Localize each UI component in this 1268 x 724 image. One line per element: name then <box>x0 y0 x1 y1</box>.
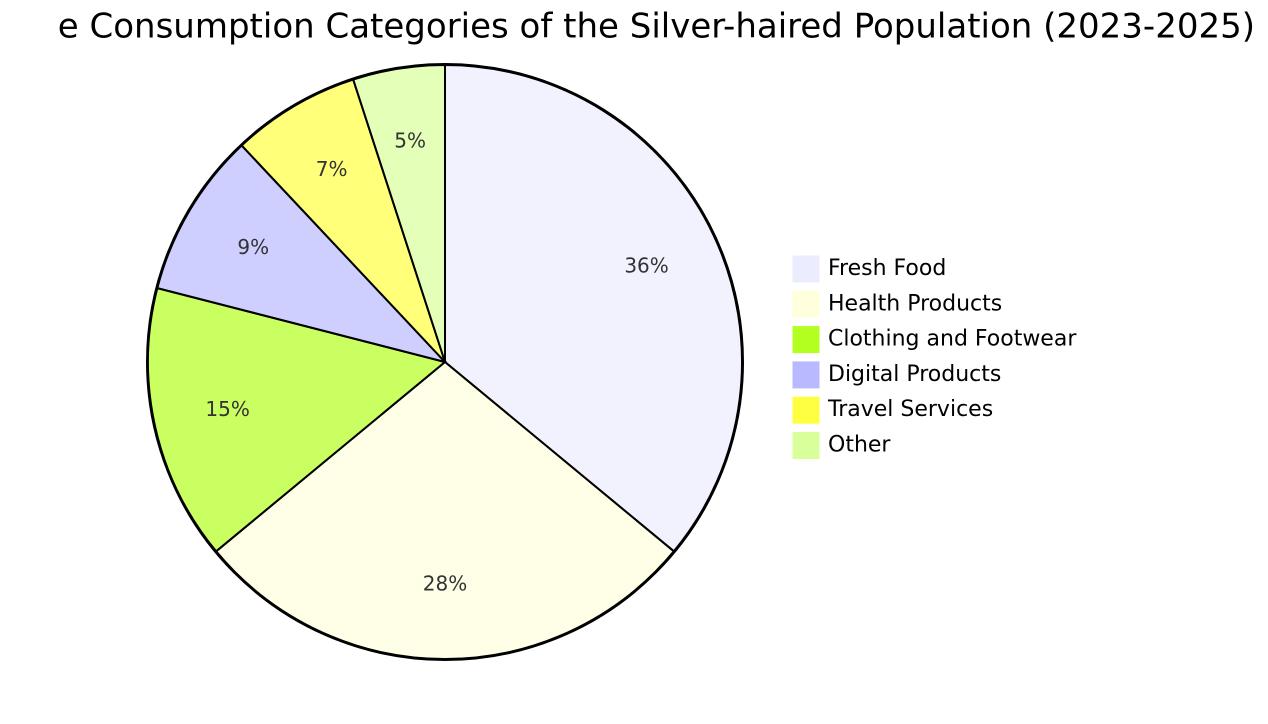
legend-label: Health Products <box>828 291 1002 316</box>
slice-label: 36% <box>624 254 668 278</box>
legend-label: Fresh Food <box>828 256 946 281</box>
pie-slice <box>444 63 743 553</box>
pie-slice <box>156 144 449 364</box>
legend-label: Clothing and Footwear <box>828 327 1077 352</box>
legend-swatch <box>791 289 821 319</box>
slice-label: 7% <box>316 157 348 181</box>
legend-label: Other <box>828 433 891 458</box>
legend-swatch <box>791 360 821 390</box>
legend-label: Digital Products <box>828 362 1001 387</box>
legend-swatch <box>791 431 821 460</box>
slice-label: 28% <box>423 571 467 595</box>
slice-label: 5% <box>394 128 426 152</box>
slice-label: 15% <box>205 397 249 421</box>
legend-swatch <box>791 254 821 284</box>
pie-slice <box>147 286 448 553</box>
legend-swatch <box>791 395 821 425</box>
legend-swatch <box>791 325 821 355</box>
chart-title: e Consumption Categories of the Silver-h… <box>58 7 1255 47</box>
pie-slice <box>351 63 446 363</box>
slice-label: 9% <box>237 235 269 259</box>
pie-slice <box>214 360 676 660</box>
legend-label: Travel Services <box>827 397 993 422</box>
pie-outline <box>146 63 744 661</box>
pie-slice <box>240 78 446 363</box>
